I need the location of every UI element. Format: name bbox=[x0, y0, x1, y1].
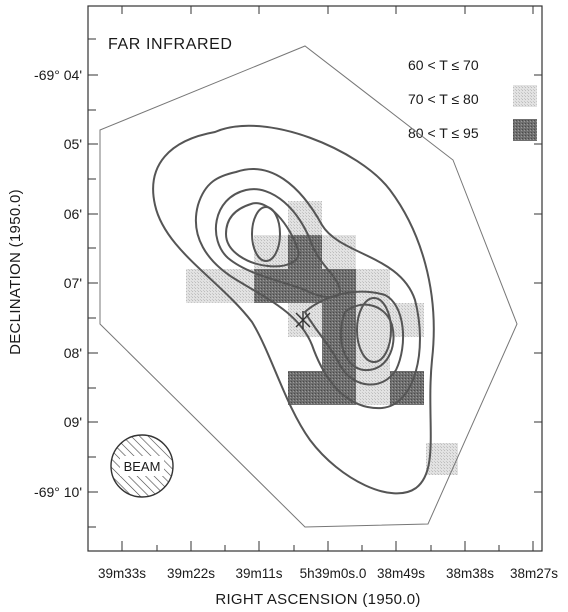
cell-dark bbox=[288, 371, 322, 405]
y-tick-label-0: -69° 04' bbox=[34, 67, 82, 83]
map-title: FAR INFRARED bbox=[108, 36, 233, 53]
beam-label-bg bbox=[120, 456, 164, 476]
contour-outer bbox=[152, 124, 435, 495]
plot-frame bbox=[87, 5, 543, 552]
flux-contours bbox=[152, 124, 435, 495]
peak-north bbox=[251, 206, 281, 262]
legend-label-1: 70 < T ≤ 80 bbox=[408, 91, 479, 107]
legend-label-2: 80 < T ≤ 95 bbox=[408, 125, 479, 141]
contour-6 bbox=[340, 303, 395, 372]
y-tick-label-3: 07' bbox=[64, 275, 82, 291]
cell-dark bbox=[390, 371, 424, 405]
x-tick-label-0: 39m33s bbox=[98, 566, 146, 581]
contour-2 bbox=[194, 167, 421, 410]
legend-label-0: 60 < T ≤ 70 bbox=[408, 57, 479, 73]
x-tick-label-4: 38m49s bbox=[377, 566, 425, 581]
y-axis-title: DECLINATION (1950.0) bbox=[7, 189, 24, 355]
y-tick-label-1: 05' bbox=[64, 136, 82, 152]
x-tick-label-2: 39m11s bbox=[235, 566, 282, 581]
x-tick-label-6: 38m27s bbox=[510, 566, 558, 581]
y-ticks bbox=[88, 38, 542, 528]
x-tick-label-5: 38m38s bbox=[446, 566, 494, 581]
x-axis-title: RIGHT ASCENSION (1950.0) bbox=[215, 591, 420, 608]
legend: 60 < T ≤ 70 70 < T ≤ 80 80 < T ≤ 95 bbox=[408, 57, 537, 141]
cell-dark bbox=[288, 235, 322, 269]
legend-swatch-light bbox=[513, 85, 537, 107]
legend-swatch-dark bbox=[513, 119, 537, 141]
cell-light bbox=[220, 269, 254, 303]
y-tick-label-4: 08' bbox=[64, 345, 82, 361]
y-tick-label-6: -69° 10' bbox=[34, 484, 82, 500]
cell-light bbox=[186, 269, 220, 303]
contour-3 bbox=[214, 188, 342, 298]
x-ticks bbox=[121, 6, 534, 551]
beam-symbol: BEAM bbox=[110, 434, 174, 498]
cell-dark bbox=[322, 337, 356, 371]
y-tick-label-2: 06' bbox=[64, 206, 82, 222]
beam-label: BEAM bbox=[124, 459, 161, 474]
x-tick-label-3: 5h39m0s.0 bbox=[300, 566, 367, 581]
y-tick-label-5: 09' bbox=[64, 414, 82, 430]
peak-south bbox=[356, 297, 392, 363]
star-marker bbox=[295, 311, 311, 329]
cell-light bbox=[254, 235, 288, 269]
contour-5 bbox=[303, 290, 405, 386]
contour-4 bbox=[224, 202, 300, 268]
cell-light bbox=[356, 371, 390, 405]
x-tick-label-1: 39m22s bbox=[167, 566, 215, 581]
survey-boundary bbox=[99, 45, 518, 528]
